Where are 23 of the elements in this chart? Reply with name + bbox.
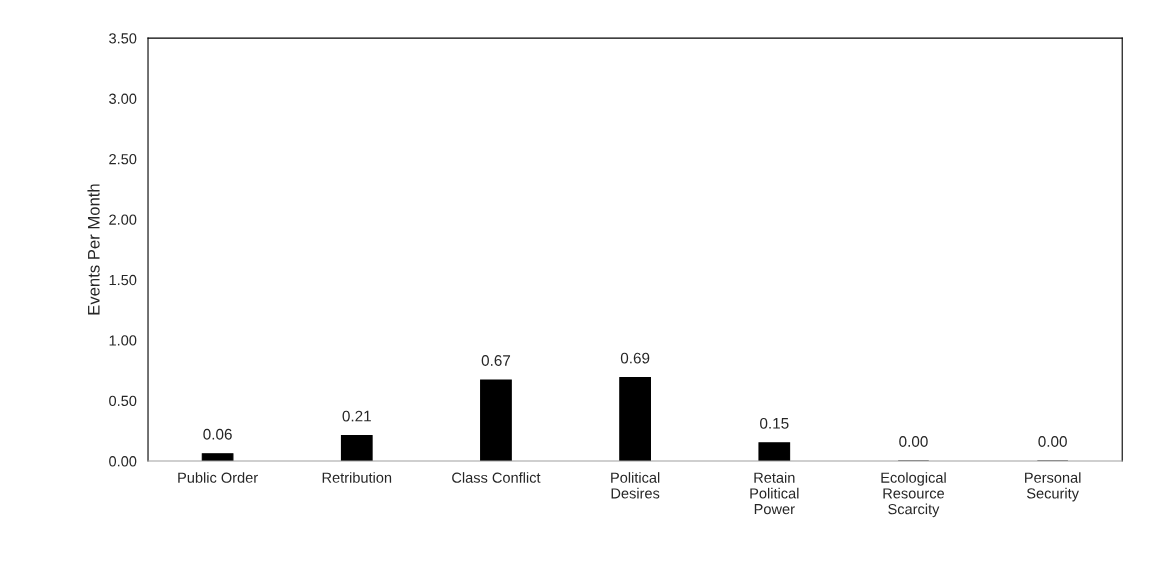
data-label: 0.67 <box>481 355 511 366</box>
y-tick-label: 2.50 <box>109 154 137 165</box>
x-tick-label: Political Desires <box>611 472 660 499</box>
data-label: 0.00 <box>1038 436 1067 447</box>
y-tick-label: 1.50 <box>109 274 137 286</box>
y-axis-title: Events Per Month <box>87 184 100 315</box>
data-label: 0.69 <box>620 352 650 364</box>
y-tick-label: 3.00 <box>109 93 137 104</box>
y-tick-label: 2.00 <box>109 214 137 225</box>
x-tick-label: Ecological Resource Scarcity <box>881 472 946 518</box>
x-tick-label: Retain Political Power <box>750 472 799 515</box>
data-label: 0.06 <box>203 428 232 440</box>
data-label: 0.21 <box>342 410 371 422</box>
x-tick-label: Public Order <box>178 472 258 483</box>
data-label: 0.15 <box>760 417 789 429</box>
y-tick-label: 0.50 <box>109 395 137 407</box>
x-tick-label: Retribution <box>322 472 392 483</box>
y-tick-label: 3.50 <box>109 33 137 44</box>
y-tick-label: 0.00 <box>109 456 137 467</box>
x-tick-label: Personal Security <box>1025 472 1081 502</box>
y-tick-label: 1.00 <box>109 335 137 346</box>
data-label: 0.00 <box>899 436 928 447</box>
x-tick-label: Class Conflict <box>452 472 541 483</box>
